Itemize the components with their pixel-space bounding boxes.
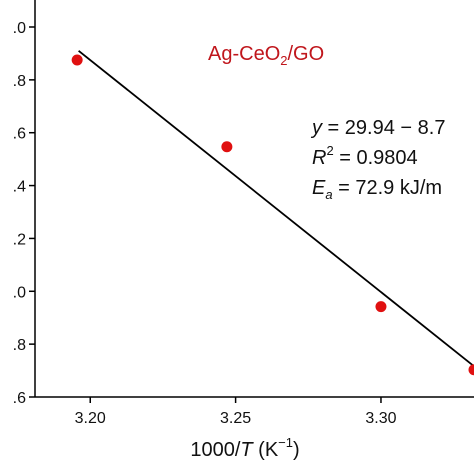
data-point [221, 141, 233, 153]
x-label-part: (K [253, 439, 279, 461]
x-tick-label: 3.30 [365, 410, 396, 427]
y-tick-label: .6 [13, 126, 26, 143]
y-tick-label: .6 [13, 390, 26, 407]
r-squared: R2 = 0.9804 [312, 143, 418, 169]
y-tick-label: .8 [13, 337, 26, 354]
y-tick-label: .0 [13, 284, 26, 301]
e-var: E [312, 177, 326, 199]
x-label-sup: −1 [278, 435, 293, 450]
y-tick-label: .0 [13, 20, 26, 37]
x-axis-label: 1000/T (K−1) [190, 435, 299, 461]
fit-line [78, 50, 474, 368]
legend-sub: 2 [280, 53, 287, 68]
y-tick-label: .8 [13, 73, 26, 90]
x-label-part: T [240, 439, 254, 461]
x-tick-label: 3.25 [220, 410, 251, 427]
e-sub: a [325, 187, 332, 202]
activation-energy: Ea = 72.9 kJ/m [312, 177, 442, 202]
y-tick-label: .4 [13, 179, 26, 196]
equation: y = 29.94 − 8.7 [310, 117, 445, 139]
x-tick-label: 3.20 [75, 410, 106, 427]
data-point [71, 54, 83, 66]
eq-rest: = 29.94 − 8.7 [322, 117, 445, 139]
y-tick-label: .2 [13, 231, 26, 248]
r-rest: = 0.9804 [334, 147, 418, 169]
r-sup: 2 [326, 143, 333, 158]
x-label-part: 1000/ [190, 439, 240, 461]
legend-label: Ag-CeO2/GO [208, 43, 324, 68]
legend-part: Ag-CeO [208, 43, 280, 65]
eq-var: y [310, 117, 323, 139]
e-rest: = 72.9 kJ/m [333, 177, 443, 199]
data-point [468, 364, 474, 376]
x-label-part: ) [293, 439, 300, 461]
legend-part: /GO [287, 43, 324, 65]
r-var: R [312, 147, 326, 169]
data-point [375, 301, 387, 313]
